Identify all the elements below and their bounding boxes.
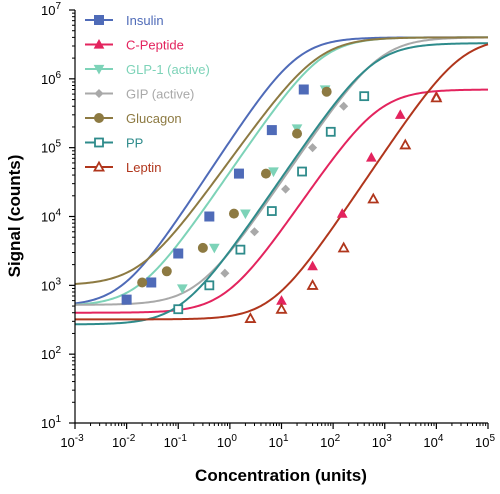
legend-marker [94,15,104,25]
x-tick-label: 10-3 [60,433,84,450]
legend-label: Glucagon [126,111,182,126]
legend-marker [94,88,104,99]
legend-marker [94,137,104,148]
data-point [161,266,172,277]
y-tick-label: 105 [41,139,61,156]
data-point [176,284,188,295]
x-tick-label: 102 [320,433,340,450]
y-tick-label: 103 [41,276,61,293]
legend-item: PP [85,136,143,151]
x-tick-label: 10-1 [164,433,188,450]
curve-pp [74,42,489,326]
y-tick-label: 104 [41,208,61,225]
data-point [359,91,370,102]
data-point [173,304,184,315]
data-point [394,109,406,119]
data-point [339,101,349,111]
data-point [220,268,230,278]
axes: 10-3 10-2 10-1 100 101 102 103 104 105 101 102 103… [41,1,495,450]
x-tick-label: 101 [268,433,288,450]
data-point [197,242,208,253]
curve-gip-active- [74,36,489,306]
curve-leptin [75,43,489,321]
y-tick-label: 102 [41,345,61,362]
data-point [367,192,380,204]
data-point [365,151,377,162]
x-axis-title: Concentration (units) [195,466,367,485]
data-point [275,302,288,314]
x-ticks: 10-3 10-2 10-1 100 101 102 103 104 105 [60,423,495,450]
data-point [121,294,132,305]
x-tick-label: 104 [423,433,443,450]
legend-marker [92,160,106,172]
data-point [146,277,157,288]
plot-area [74,36,489,326]
y-tick-label: 106 [41,70,61,87]
data-point [244,312,257,323]
y-axis-title: Signal (counts) [5,155,24,278]
x-tick-label: 10-2 [112,433,136,450]
data-point [249,227,260,237]
curve-c-peptide [75,88,489,314]
data-point [204,280,215,291]
data-point [321,86,332,97]
legend-label: Insulin [126,13,164,28]
legend-item: GLP-1 (active) [85,62,210,77]
legend-item: Insulin [85,13,164,28]
data-point [430,91,443,103]
legend-marker [94,113,104,123]
data-point [336,208,348,218]
legend-label: GIP (active) [126,87,194,102]
legend-item: C-Peptide [85,38,184,53]
x-tick-label: 103 [372,433,392,450]
legend: Insulin C-Peptide GLP-1 (active) GIP (activ… [85,13,210,175]
data-markers [121,84,443,323]
data-point [325,126,336,137]
fit-curves [74,36,489,326]
data-point [240,209,251,220]
legend-label: GLP-1 (active) [126,62,210,77]
x-tick-label: 105 [475,433,495,450]
legend-label: PP [126,136,143,151]
legend-marker [93,38,105,49]
data-point [233,168,244,179]
legend-marker [93,64,105,75]
x-tick-label: 100 [217,433,237,450]
data-point [307,260,318,271]
legend-item: Glucagon [85,111,182,126]
data-point [337,241,350,253]
data-point [308,143,318,153]
data-point [297,166,307,177]
data-point [306,278,319,290]
data-point [260,168,271,179]
data-point [266,125,277,136]
data-point [235,244,246,255]
data-point [204,211,215,222]
curve-glucagon [74,36,488,285]
legend-item: Leptin [85,160,161,175]
legend-item: GIP (active) [85,87,194,102]
y-ticks: 101 102 103 104 105 106 107 [41,1,75,431]
data-point [292,128,303,139]
y-tick-label: 107 [41,1,61,18]
legend-label: Leptin [126,160,161,175]
data-point [208,243,220,254]
data-point [298,84,309,95]
data-point [399,138,412,150]
data-point [228,208,239,219]
data-point [266,206,277,216]
y-tick-label: 101 [41,414,61,431]
legend-label: C-Peptide [126,38,184,53]
data-point [281,184,291,194]
data-point [137,277,148,288]
data-point [268,167,279,178]
data-point [173,248,184,259]
